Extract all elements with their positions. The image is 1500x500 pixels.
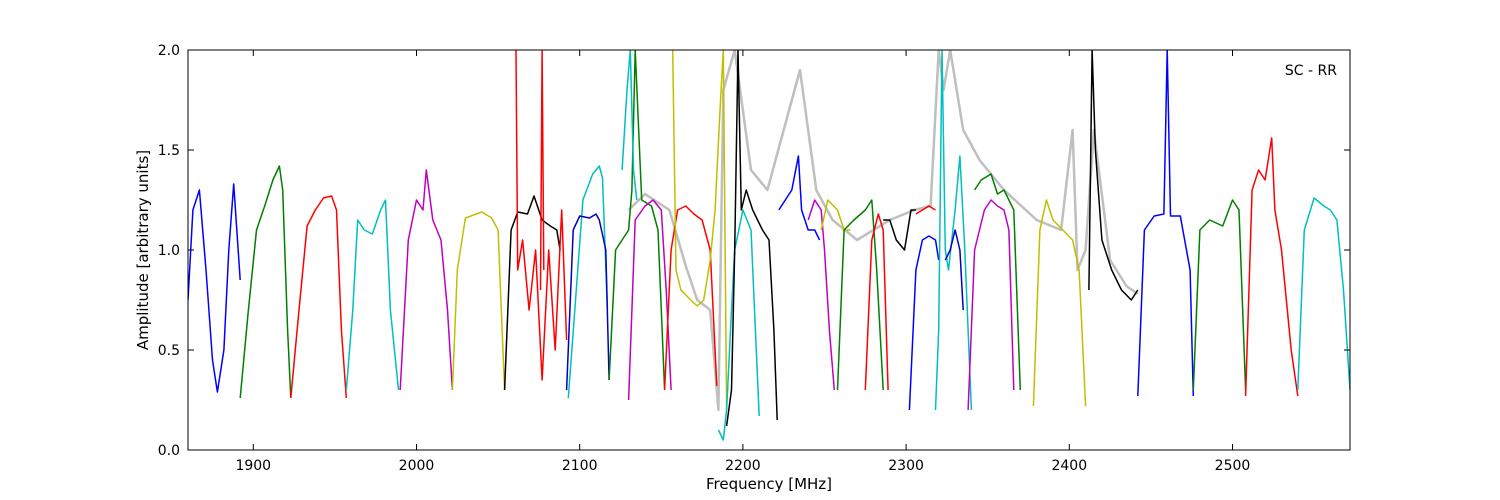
series-line-33: [1137, 50, 1195, 397]
series-line-29: [967, 199, 1015, 411]
series-line-13: [621, 50, 638, 201]
series-line-23: [864, 213, 889, 391]
series-line-31: [1032, 199, 1087, 407]
series-line-32: [1088, 50, 1139, 301]
x-tick-label: 2100: [562, 458, 598, 474]
y-tick-label: 1.0: [158, 243, 180, 259]
series-line-12: [608, 50, 666, 391]
x-tick-label: 2300: [888, 458, 924, 474]
series-line-24: [883, 209, 916, 251]
series-line-10: [567, 165, 609, 399]
y-axis-label: Amplitude [arbitrary units]: [134, 150, 152, 350]
series-line-7: [503, 195, 561, 391]
series-line-35: [1244, 137, 1299, 397]
x-tick-label: 2200: [725, 458, 761, 474]
background-trace-layer: [627, 50, 1139, 412]
series-line-25: [908, 235, 940, 411]
series-line-9: [539, 50, 545, 291]
series-line-17: [717, 209, 760, 441]
series-line-36: [1297, 197, 1350, 391]
series-line-16: [671, 50, 728, 411]
series-line-22: [836, 199, 884, 391]
series-line-2: [239, 165, 292, 399]
series-line-26: [915, 205, 936, 215]
series-annotation: SC - RR: [1285, 63, 1337, 79]
series-line-8: [515, 50, 568, 381]
series-line-4: [345, 199, 400, 391]
series-line-15: [663, 205, 718, 391]
background-trace-line: [627, 50, 1139, 412]
y-axis: 0.0 0.5 1.0 1.5 2.0: [158, 43, 1350, 459]
series-line-27: [934, 50, 973, 411]
x-tick-label: 2500: [1215, 458, 1251, 474]
y-tick-label: 0.0: [158, 443, 180, 459]
series-line-20: [807, 199, 836, 391]
x-axis-label: Frequency [MHz]: [706, 475, 832, 493]
series-line-21: [820, 199, 851, 231]
series-line-1: [188, 183, 241, 393]
series-line-14: [627, 199, 672, 401]
series-line-11: [565, 213, 610, 391]
series-layer: [188, 50, 1350, 441]
series-line-5: [399, 169, 454, 391]
series-line-28: [944, 229, 964, 311]
series-line-6: [451, 211, 506, 391]
y-tick-label: 0.5: [158, 343, 180, 359]
x-tick-label: 2400: [1051, 458, 1087, 474]
x-tick-label: 1900: [235, 458, 271, 474]
series-line-34: [1192, 199, 1247, 391]
series-line-19: [778, 155, 821, 241]
y-tick-label: 1.5: [158, 143, 180, 159]
y-tick-label: 2.0: [158, 43, 180, 59]
series-line-18: [725, 50, 778, 427]
series-line-3: [290, 195, 348, 399]
x-axis: 1900 2000 2100 2200 2300 2400 2500: [235, 50, 1250, 474]
x-tick-label: 2000: [399, 458, 435, 474]
series-line-30: [973, 173, 1022, 391]
